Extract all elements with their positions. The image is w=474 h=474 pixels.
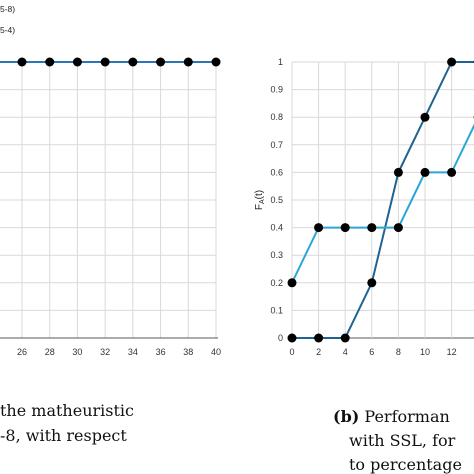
right-y-tick-label: 0 — [278, 333, 283, 343]
right-y-tick-label: 0.3 — [270, 250, 283, 260]
left-x-tick-label: 34 — [128, 347, 138, 357]
left-series-point — [183, 57, 193, 67]
left-series-point — [45, 57, 55, 67]
right-x-tick-label: 0 — [289, 347, 294, 357]
right-y-tick-label: 0.1 — [270, 305, 283, 315]
right-x-tick-label: 4 — [343, 347, 348, 357]
left-series-point — [72, 57, 82, 67]
right-y-tick-label: 0.5 — [270, 195, 283, 205]
right-x-tick-label: 8 — [396, 347, 401, 357]
right-x-tick-label: 12 — [447, 347, 457, 357]
left-chart-legend: 5-8) 5-4) — [0, 4, 15, 35]
right-chart-series — [287, 57, 474, 343]
left-chart-x-tick-labels: 26 28 30 32 34 36 38 40 — [17, 347, 221, 357]
right-caption: (b) Performan with SSL, for to percentag… — [333, 407, 462, 474]
left-caption: the matheuristic -8, with respect — [0, 401, 134, 445]
right-series-1-point — [340, 333, 350, 343]
ylabel-tail: (t) — [254, 190, 265, 199]
left-series-point — [211, 57, 221, 67]
left-series-point — [156, 57, 166, 67]
right-x-tick-label: 2 — [316, 347, 321, 357]
right-series-2-point — [420, 167, 430, 177]
right-series-2-point — [287, 278, 297, 288]
right-chart: 00.10.20.30.40.50.60.70.80.91 0246810121… — [254, 57, 474, 357]
right-y-tick-label: 1 — [278, 57, 283, 67]
left-legend-entry-2: 5-4) — [0, 25, 15, 35]
right-y-tick-label: 0.2 — [270, 278, 283, 288]
right-chart-x-tick-labels: 0246810121 — [289, 347, 457, 357]
right-series-1-point — [314, 333, 324, 343]
right-series-2-point — [447, 167, 457, 177]
left-legend-entry-1: 5-8) — [0, 4, 15, 14]
left-series-point — [17, 57, 27, 67]
left-x-tick-label: 26 — [17, 347, 27, 357]
right-caption-label: (b) — [333, 407, 359, 426]
right-y-tick-label: 0.6 — [270, 167, 283, 177]
right-series-2-point — [393, 223, 403, 233]
right-series-2-point — [340, 223, 350, 233]
right-x-tick-label: 10 — [420, 347, 430, 357]
left-x-tick-label: 30 — [72, 347, 82, 357]
ylabel-sub: A — [259, 199, 266, 204]
right-caption-line-2: with SSL, for — [349, 431, 456, 450]
right-series-1-point — [393, 167, 403, 177]
left-x-tick-label: 36 — [156, 347, 166, 357]
right-y-tick-label: 0.8 — [270, 112, 283, 122]
right-series-1-point — [420, 112, 430, 122]
left-x-tick-label: 38 — [183, 347, 193, 357]
left-x-tick-label: 28 — [45, 347, 55, 357]
left-chart-series — [0, 57, 221, 67]
right-x-tick-label: 6 — [369, 347, 374, 357]
left-series-point — [128, 57, 138, 67]
right-y-tick-label: 0.4 — [270, 223, 283, 233]
left-chart-gridlines — [0, 61, 217, 339]
right-series-1-point — [367, 278, 377, 288]
right-chart-y-tick-labels: 0 0.1 0.2 0.3 0.4 0.5 0.6 0.7 0.8 0.9 1 — [270, 57, 283, 343]
right-series-2-point — [314, 223, 324, 233]
right-series-2-point — [367, 223, 377, 233]
left-x-tick-label: 32 — [100, 347, 110, 357]
left-series-point — [100, 57, 110, 67]
right-series-1-point — [447, 57, 457, 67]
right-caption-line-3: to percentage — [349, 455, 462, 474]
left-caption-line-2: -8, with respect — [0, 426, 127, 445]
right-series-1-point — [287, 333, 297, 343]
right-y-tick-label: 0.9 — [270, 85, 283, 95]
right-caption-line-1: (b) Performan — [333, 407, 450, 426]
right-y-tick-label: 0.7 — [270, 140, 283, 150]
left-caption-line-1: the matheuristic — [0, 401, 134, 420]
left-x-tick-label: 40 — [211, 347, 221, 357]
ylabel-main: F — [254, 204, 265, 210]
right-chart-gridlines — [291, 61, 474, 339]
right-caption-line-1-text: Performan — [359, 407, 449, 426]
left-chart: 26 28 30 32 34 36 38 40 5-8) 5-4) — [0, 4, 221, 357]
right-chart-y-axis-label: FA(t) — [254, 190, 266, 210]
